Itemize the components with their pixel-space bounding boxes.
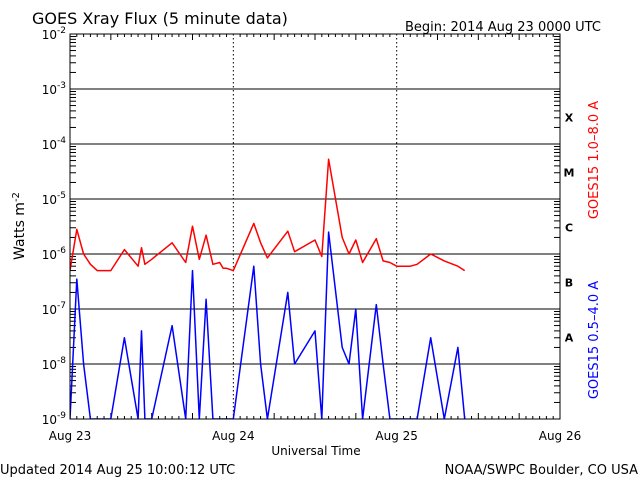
x-axis-label: Universal Time [271, 444, 360, 458]
begin-label: Begin: 2014 Aug 23 0000 UTC [405, 20, 601, 35]
y-tick-label: 10-6 [42, 246, 67, 262]
y-tick-label: 10-3 [42, 81, 66, 97]
footer-source: NOAA/SWPC Boulder, CO USA [445, 463, 638, 478]
x-tick-label: Aug 25 [375, 429, 418, 443]
plot-frame [69, 33, 561, 420]
flare-class-label: B [565, 277, 573, 290]
y-axis-label: Watts m-2 [11, 192, 28, 260]
series-label-long: GOES15 1.0–8.0 A [587, 101, 602, 219]
flare-class-label: X [565, 112, 574, 125]
series-short-line [70, 231, 466, 419]
y-tick-label: 10-9 [42, 411, 67, 427]
x-tick-label: Aug 23 [49, 429, 92, 443]
chart-title: GOES Xray Flux (5 minute data) [32, 9, 288, 28]
series-label-short: GOES15 0.5–4.0 A [587, 281, 602, 399]
y-tick-label: 10-4 [42, 136, 67, 152]
y-tick-label: 10-2 [42, 26, 66, 42]
y-tick-label: 10-7 [42, 301, 66, 317]
y-tick-label: 10-5 [42, 191, 66, 207]
x-tick-label: Aug 24 [212, 429, 255, 443]
footer-updated: Updated 2014 Aug 25 10:00:12 UTC [0, 463, 235, 478]
flare-class-label: C [565, 222, 573, 235]
y-tick-label: 10-8 [42, 356, 67, 372]
flare-class-label: A [565, 332, 574, 345]
flare-class-label: M [564, 167, 575, 180]
x-tick-label: Aug 26 [539, 429, 582, 443]
series-long-line [70, 158, 466, 272]
